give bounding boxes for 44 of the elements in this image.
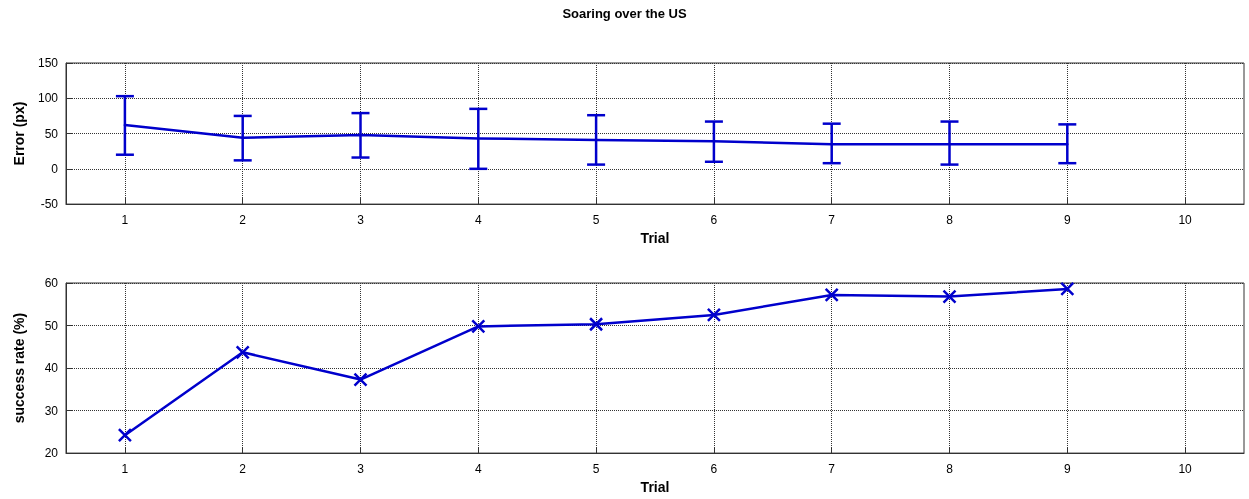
x-tick-label: 10 — [1178, 462, 1193, 477]
y-axis-title: Error (px) — [11, 101, 27, 166]
point — [353, 372, 368, 387]
x-axis-title: Trial — [640, 230, 670, 246]
point — [706, 307, 722, 323]
point — [471, 319, 486, 334]
y-tick-label: 100 — [37, 91, 59, 106]
x-tick-label: 3 — [357, 213, 365, 228]
x-axis-title: Trial — [640, 479, 670, 495]
y-tick-label: 20 — [44, 446, 59, 461]
x-tick-label: 1 — [121, 462, 129, 477]
y-tick-label: -50 — [40, 197, 59, 212]
x-tick-label: 8 — [946, 213, 954, 228]
point — [942, 289, 957, 304]
y-axis-title: success rate (%) — [11, 312, 27, 424]
x-tick-label: 10 — [1178, 213, 1193, 228]
point — [1060, 281, 1075, 297]
point — [588, 317, 604, 332]
y-tick-label: 0 — [51, 161, 59, 176]
x-tick-label: 9 — [1063, 462, 1071, 477]
y-tick-label: 50 — [44, 126, 59, 141]
chart-title: Soaring over the US — [562, 6, 687, 21]
point — [235, 345, 250, 360]
y-tick-label: 30 — [44, 403, 59, 418]
x-tick-label: 4 — [474, 462, 482, 477]
x-tick-label: 7 — [828, 213, 836, 228]
x-tick-label: 5 — [592, 213, 600, 228]
x-tick-label: 8 — [946, 462, 954, 477]
y-tick-label: 150 — [37, 56, 59, 70]
x-tick-label: 4 — [474, 213, 482, 228]
x-tick-label: 3 — [357, 462, 365, 477]
x-tick-label: 6 — [710, 462, 718, 477]
x-tick-label: 7 — [828, 462, 836, 477]
x-tick-label: 2 — [239, 213, 247, 228]
point — [824, 287, 839, 303]
y-tick-label: 60 — [44, 276, 59, 290]
x-tick-label: 5 — [592, 462, 600, 477]
y-tick-label: 50 — [44, 318, 59, 333]
x-tick-label: 1 — [121, 213, 129, 228]
x-tick-label: 2 — [239, 462, 247, 477]
y-tick-label: 40 — [44, 361, 59, 376]
x-tick-label: 9 — [1063, 213, 1071, 228]
point — [117, 427, 133, 443]
x-tick-label: 6 — [710, 213, 718, 228]
